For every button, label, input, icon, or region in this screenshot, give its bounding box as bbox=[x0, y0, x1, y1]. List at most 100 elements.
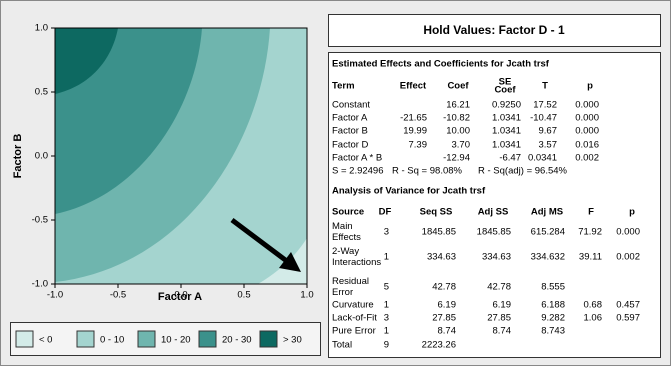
table-cell: 1 bbox=[384, 300, 389, 311]
table-cell: 16.21 bbox=[446, 100, 470, 111]
table-cell: 0.597 bbox=[616, 313, 640, 324]
table-cell: 17.52 bbox=[533, 100, 557, 111]
x-tick-label: 1.0 bbox=[300, 290, 313, 301]
table-cell: 9.67 bbox=[539, 126, 558, 137]
table-cell: 1.06 bbox=[584, 313, 603, 324]
arrow-shaft bbox=[230, 218, 290, 264]
table-cell: 39.11 bbox=[579, 252, 602, 263]
legend-label: 10 - 20 bbox=[161, 335, 191, 346]
column-header: Term bbox=[332, 81, 355, 92]
row-label: Total bbox=[332, 340, 352, 351]
table-cell: 42.78 bbox=[487, 282, 511, 293]
y-tick-label: 0.0 bbox=[35, 151, 48, 162]
row-label: Factor B bbox=[332, 126, 368, 137]
row-label: Lack-of-Fit bbox=[332, 313, 377, 324]
arrow-head bbox=[279, 252, 301, 272]
table-cell: 334.63 bbox=[482, 252, 511, 263]
contour-region bbox=[55, 28, 118, 94]
table-cell: 6.188 bbox=[541, 300, 565, 311]
y-axis-label: Factor B bbox=[12, 134, 24, 179]
column-header: Coef bbox=[447, 81, 469, 92]
x-tick-label: 0.5 bbox=[237, 290, 250, 301]
table-cell: 334.632 bbox=[531, 252, 565, 263]
legend-swatch bbox=[198, 330, 217, 348]
row-label: Factor A * B bbox=[332, 153, 382, 164]
table-cell: 1 bbox=[384, 326, 389, 337]
table-cell: 3 bbox=[384, 227, 389, 238]
column-header: Coef bbox=[494, 85, 516, 96]
table-cell: -21.65 bbox=[400, 113, 427, 124]
table-title: Estimated Effects and Coefficients for J… bbox=[332, 59, 550, 70]
table-cell: 0.002 bbox=[616, 252, 640, 263]
y-tick-label: -0.5 bbox=[32, 215, 48, 226]
table-cell: 0.0341 bbox=[528, 153, 557, 164]
column-header: Adj SS bbox=[478, 207, 509, 218]
table-cell: 8.555 bbox=[541, 282, 565, 293]
legend-label: 20 - 30 bbox=[222, 335, 252, 346]
contour-plot bbox=[55, 28, 307, 284]
table-cell: 0.000 bbox=[575, 113, 599, 124]
table-cell: 0.68 bbox=[584, 300, 603, 311]
table-cell: 1.0341 bbox=[492, 126, 521, 137]
legend-swatch bbox=[76, 330, 95, 348]
column-header: DF bbox=[379, 207, 392, 218]
table-cell: 8.74 bbox=[493, 326, 512, 337]
table-cell: -12.94 bbox=[443, 153, 470, 164]
x-axis-label: Factor A bbox=[158, 291, 202, 303]
row-label: Interactions bbox=[332, 257, 381, 268]
table-cell: 27.85 bbox=[432, 313, 456, 324]
table-cell: 0.000 bbox=[575, 100, 599, 111]
legend-swatch bbox=[15, 330, 34, 348]
panel-title: Hold Values: Factor D - 1 bbox=[423, 23, 565, 37]
legend-label: < 0 bbox=[39, 335, 52, 346]
table-cell: 8.743 bbox=[541, 326, 565, 337]
table-cell: 8.74 bbox=[438, 326, 457, 337]
table-cell: 3.57 bbox=[539, 140, 558, 151]
table-cell: 1.0341 bbox=[492, 113, 521, 124]
row-label: Curvature bbox=[332, 300, 374, 311]
table-cell: 5 bbox=[384, 282, 389, 293]
table-cell: 2223.26 bbox=[422, 340, 456, 351]
table-cell: 3 bbox=[384, 313, 389, 324]
table-cell: -10.82 bbox=[443, 113, 470, 124]
table-cell: 27.85 bbox=[487, 313, 511, 324]
column-header: Adj MS bbox=[531, 207, 563, 218]
table-cell: 1845.85 bbox=[422, 227, 456, 238]
row-label: Effects bbox=[332, 232, 361, 243]
legend-label: > 30 bbox=[283, 335, 302, 346]
row-label: Main bbox=[332, 221, 353, 232]
row-label: Error bbox=[332, 287, 353, 298]
table-cell: 0.016 bbox=[575, 140, 599, 151]
row-label: 2-Way bbox=[332, 246, 359, 257]
column-header: Seq SS bbox=[420, 207, 453, 218]
column-header: p bbox=[629, 207, 635, 218]
column-header: F bbox=[588, 207, 594, 218]
table-cell: 0.000 bbox=[575, 126, 599, 137]
table-cell: 615.284 bbox=[531, 227, 565, 238]
table-cell: 42.78 bbox=[432, 282, 456, 293]
table-cell: 1 bbox=[384, 252, 389, 263]
table-cell: 19.99 bbox=[403, 126, 427, 137]
x-tick-label: 0.0 bbox=[174, 290, 187, 301]
table-cell: 3.70 bbox=[452, 140, 471, 151]
fit-summary: R - Sq(adj) = 96.54% bbox=[478, 166, 568, 177]
legend-swatch bbox=[137, 330, 156, 348]
contour-region bbox=[258, 238, 307, 284]
title-box bbox=[328, 14, 661, 47]
table-cell: 0.9250 bbox=[492, 100, 521, 111]
fit-summary: R - Sq = 98.08% bbox=[392, 166, 463, 177]
table-cell: 71.92 bbox=[578, 227, 602, 238]
y-tick-label: -1.0 bbox=[32, 279, 48, 290]
column-header: Source bbox=[332, 207, 364, 218]
table-cell: 7.39 bbox=[409, 140, 428, 151]
table-cell: 0.457 bbox=[616, 300, 640, 311]
table-cell: 9.282 bbox=[541, 313, 565, 324]
table-cell: 10.00 bbox=[446, 126, 470, 137]
table-panel bbox=[328, 52, 661, 358]
fit-summary: S = 2.92496 bbox=[332, 166, 384, 177]
row-label: Factor D bbox=[332, 140, 369, 151]
table-cell: 334.63 bbox=[427, 252, 456, 263]
table-cell: 0.000 bbox=[616, 227, 640, 238]
table-title: Analysis of Variance for Jcath trsf bbox=[332, 186, 486, 197]
